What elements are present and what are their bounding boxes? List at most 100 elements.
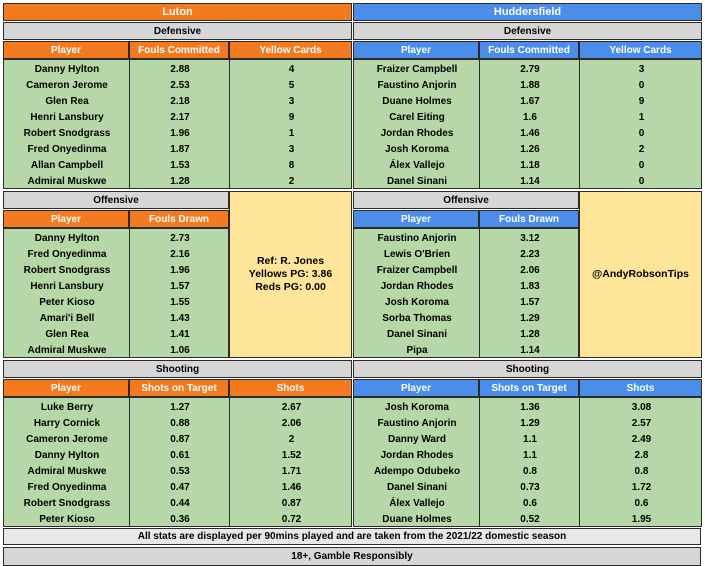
referee-reds: Reds PG: 0.00: [255, 281, 326, 293]
luton-defensive-table-body: Danny Hylton 2.88 4 Cameron Jerome 2.53 5 Glen…: [3, 59, 352, 189]
luton-defensive-cell: 1: [288, 127, 295, 139]
footer-note: All stats are displayed per 90mins playe…: [3, 528, 701, 545]
luton-shooting-cell: Cameron Jerome: [26, 433, 108, 445]
luton-offensive-cell: 2.16: [170, 248, 190, 260]
huddersfield-defensive-cell: 3: [638, 63, 645, 75]
gamble-notice: 18+, Gamble Responsibly: [3, 547, 701, 566]
huddersfield-defensive-cell: 1.26: [520, 143, 540, 155]
luton-defensive-cell: Danny Hylton: [34, 63, 100, 75]
luton-shooting-cell: 0.87: [170, 433, 190, 445]
huddersfield-defensive-header-0: Player: [353, 41, 479, 59]
huddersfield-shooting-column-divider: [479, 398, 480, 526]
luton-shooting-cell: 2.67: [281, 401, 302, 413]
luton-offensive-table-body: Danny Hylton 2.73 Fred Onyedinma 2.16 Robert…: [3, 228, 229, 358]
luton-offensive-header-1: Fouls Drawn: [129, 210, 229, 228]
huddersfield-shooting-cell: Josh Koroma: [385, 401, 449, 413]
huddersfield-shooting-cell: Faustino Anjorin: [377, 417, 457, 429]
huddersfield-shooting-cell: 2.8: [634, 449, 649, 461]
luton-offensive-cell: 1.43: [170, 312, 190, 324]
huddersfield-shooting-header-2: Shots: [579, 379, 702, 397]
luton-offensive-header-0: Player: [3, 210, 129, 228]
luton-team-title: Luton: [3, 3, 352, 21]
huddersfield-info-box: @AndyRobsonTips: [579, 191, 702, 358]
huddersfield-defensive-cell: Carel Eiting: [389, 111, 445, 123]
huddersfield-offensive-cell: 1.83: [520, 280, 540, 292]
huddersfield-shooting-title: Shooting: [353, 360, 702, 378]
huddersfield-shooting-cell: 1.1: [523, 433, 537, 445]
luton-defensive-cell: 2: [288, 175, 295, 187]
handle-text: @AndyRobsonTips: [592, 268, 689, 280]
huddersfield-offensive-cell: 2.06: [520, 264, 540, 276]
luton-defensive-cell: 1.53: [170, 159, 190, 171]
luton-shooting-header-2: Shots: [229, 379, 352, 397]
luton-shooting-cell: Luke Berry: [40, 401, 94, 413]
luton-offensive-cell: Peter Kioso: [39, 296, 95, 308]
huddersfield-defensive-cell: Duane Holmes: [382, 95, 452, 107]
huddersfield-offensive-cell: Sorba Thomas: [382, 312, 452, 324]
huddersfield-shooting-cell: 1.1: [523, 449, 537, 461]
huddersfield-offensive-header-1: Fouls Drawn: [479, 210, 579, 228]
huddersfield-defensive-cell: 1.14: [520, 175, 540, 187]
huddersfield-team-title: Huddersfield: [353, 3, 702, 21]
huddersfield-defensive-table-body: Fraizer Campbell 2.79 3 Faustino Anjorin 1.8…: [353, 59, 702, 189]
luton-offensive-cell: 1.96: [170, 264, 190, 276]
luton-shooting-cell: 2: [288, 433, 295, 445]
huddersfield-defensive-cell: 1.6: [523, 111, 537, 123]
huddersfield-offensive-column-divider: [479, 229, 480, 357]
huddersfield-defensive-cell: Jordan Rhodes: [380, 127, 454, 139]
huddersfield-shooting-table-body: Josh Koroma 1.36 3.08 Faustino Anjorin 1.29 2…: [353, 397, 702, 527]
huddersfield-defensive-cell: 0: [638, 159, 645, 171]
luton-offensive-title: Offensive: [3, 191, 229, 209]
luton-shooting-cell: 0.53: [170, 465, 190, 477]
luton-defensive-cell: 1.28: [170, 175, 190, 187]
huddersfield-shooting-cell: Adempo Odubeko: [373, 465, 461, 477]
huddersfield-defensive-column-divider: [479, 60, 480, 188]
huddersfield-defensive-cell: Danel Sinani: [386, 175, 447, 187]
luton-shooting-cell: 2.06: [281, 417, 302, 429]
luton-defensive-cell: 9: [288, 111, 295, 123]
luton-shooting-cell: 0.47: [170, 481, 190, 493]
luton-shooting-header-0: Player: [3, 379, 129, 397]
huddersfield-defensive-header-1: Fouls Committed: [479, 41, 579, 59]
luton-offensive-cell: Danny Hylton: [34, 232, 100, 244]
huddersfield-offensive-cell: 1.29: [520, 312, 540, 324]
luton-defensive-cell: 2.17: [170, 111, 190, 123]
luton-offensive-cell: Glen Rea: [45, 328, 89, 340]
luton-defensive-cell: Allan Campbell: [30, 159, 104, 171]
luton-shooting-cell: Danny Hylton: [34, 449, 100, 461]
huddersfield-shooting-cell: Danny Ward: [388, 433, 446, 445]
luton-defensive-cell: 8: [288, 159, 295, 171]
huddersfield-shooting-cell: 0.6: [523, 497, 537, 509]
huddersfield-defensive-cell: 1: [638, 111, 645, 123]
huddersfield-shooting-cell: Jordan Rhodes: [380, 449, 454, 461]
huddersfield-shooting-cell: 0.73: [520, 481, 540, 493]
luton-offensive-cell: 1.06: [170, 344, 190, 356]
huddersfield-shooting-cell: 0.8: [523, 465, 537, 477]
huddersfield-defensive-cell: 1.67: [520, 95, 540, 107]
huddersfield-defensive-cell: 0: [638, 79, 645, 91]
huddersfield-defensive-header-2: Yellow Cards: [579, 41, 702, 59]
huddersfield-offensive-header-0: Player: [353, 210, 479, 228]
luton-offensive-cell: 1.57: [170, 280, 190, 292]
huddersfield-shooting-header-1: Shots on Target: [479, 379, 579, 397]
huddersfield-shooting-cell: 1.72: [631, 481, 652, 493]
huddersfield-offensive-cell: Jordan Rhodes: [380, 280, 454, 292]
luton-defensive-header-2: Yellow Cards: [229, 41, 352, 59]
luton-defensive-cell: 5: [288, 79, 295, 91]
stats-sheet: Luton Defensive Player Fouls Committed Yello…: [3, 3, 702, 566]
luton-defensive-cell: 3: [288, 143, 295, 155]
luton-defensive-cell: Admiral Muskwe: [27, 175, 107, 187]
luton-shooting-cell: Fred Onyedinma: [27, 481, 107, 493]
huddersfield-offensive-title: Offensive: [353, 191, 579, 209]
luton-defensive-title: Defensive: [3, 22, 352, 40]
huddersfield-offensive-table-body: Faustino Anjorin 3.12 Lewis O'Brien 2.23 Fra…: [353, 228, 579, 358]
luton-shooting-cell: Peter Kioso: [39, 513, 95, 525]
luton-shooting-cell: 0.88: [170, 417, 190, 429]
luton-shooting-cell: 1.27: [170, 401, 190, 413]
huddersfield-shooting-cell: 3.08: [631, 401, 652, 413]
huddersfield-offensive-cell: Faustino Anjorin: [377, 232, 457, 244]
huddersfield-defensive-cell: 1.18: [520, 159, 540, 171]
luton-offensive-cell: Fred Onyedinma: [27, 248, 107, 260]
huddersfield-shooting-column-divider: [579, 398, 580, 526]
luton-defensive-cell: 1.96: [170, 127, 190, 139]
